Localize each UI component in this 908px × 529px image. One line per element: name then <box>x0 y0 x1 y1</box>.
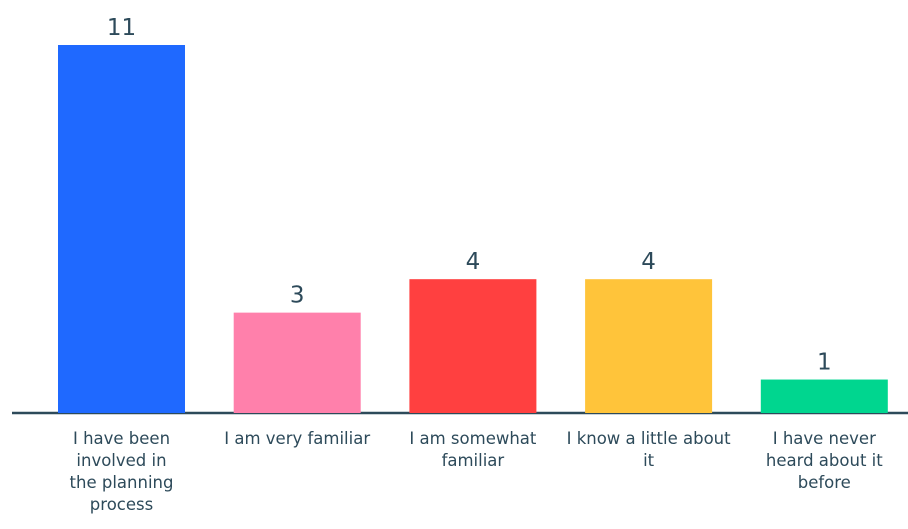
category-label: I know a little about it <box>566 429 731 470</box>
bar <box>760 379 888 413</box>
bar <box>58 45 185 413</box>
value-label: 3 <box>290 283 305 309</box>
category-label: I am very familiar <box>224 429 371 448</box>
category-label: I have been involved in the planning pro… <box>69 429 174 514</box>
value-label: 4 <box>466 249 481 275</box>
value-label: 4 <box>641 249 656 275</box>
bar <box>409 279 537 413</box>
category-label: I have never heard about it before <box>765 429 883 492</box>
category-label: I am somewhat familiar <box>409 429 537 470</box>
value-label: 11 <box>107 15 136 41</box>
bar <box>233 312 361 413</box>
value-label: 1 <box>817 350 832 376</box>
bar <box>585 279 713 413</box>
